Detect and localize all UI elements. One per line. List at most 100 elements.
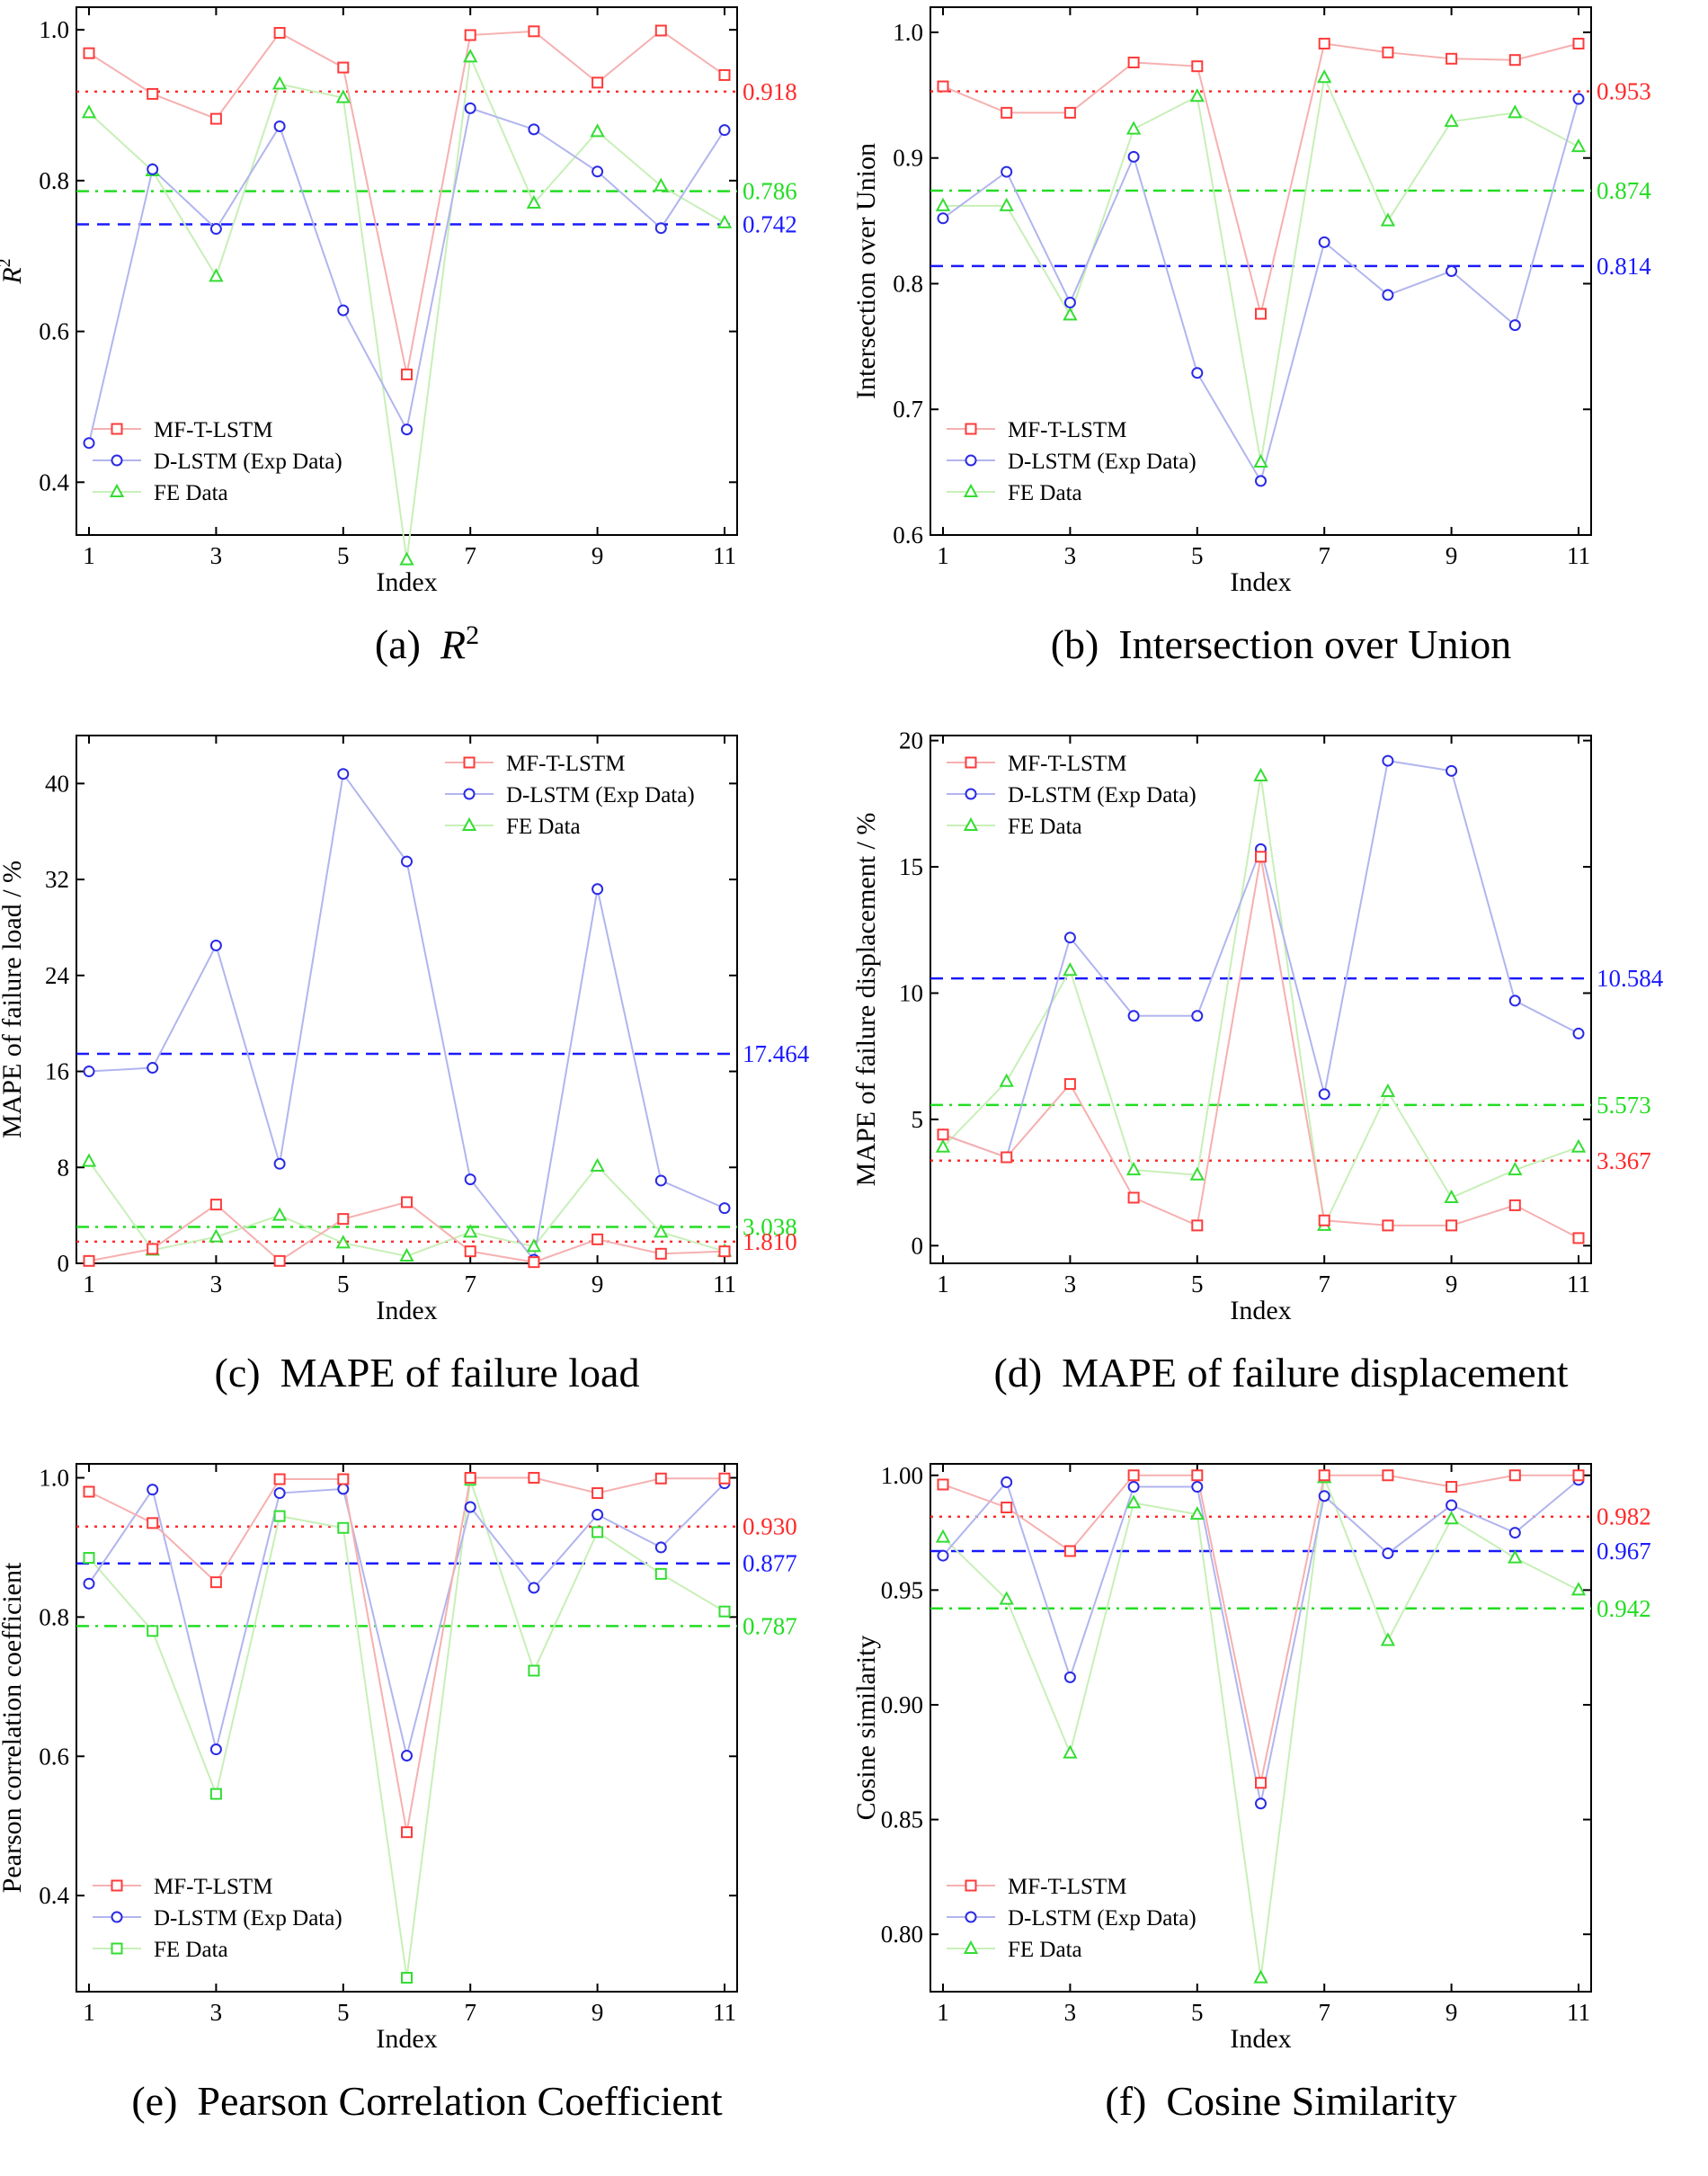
legend-marker-dl bbox=[111, 454, 123, 467]
data-point-mf bbox=[592, 76, 604, 89]
x-tick-label: 7 bbox=[464, 1999, 476, 2026]
data-point-fe bbox=[1444, 1511, 1459, 1525]
data-point-mf bbox=[1508, 1199, 1521, 1211]
data-point-dl bbox=[401, 1749, 413, 1761]
reference-label: 0.942 bbox=[1597, 1595, 1651, 1622]
data-point-mf bbox=[1572, 38, 1585, 50]
data-point-dl bbox=[401, 855, 413, 868]
y-tick-label: 0.8 bbox=[39, 167, 69, 194]
y-axis-label: MAPE of failure displacement / % bbox=[851, 813, 881, 1187]
data-point-fe bbox=[1508, 1549, 1523, 1564]
legend-label-fe: FE Data bbox=[154, 1938, 228, 1962]
data-point-fe bbox=[935, 197, 951, 211]
data-point-fe bbox=[209, 1228, 224, 1243]
y-axis-label: Pearson correlation coefficient bbox=[0, 1562, 27, 1893]
data-point-mf bbox=[654, 1247, 667, 1260]
data-point-dl bbox=[1127, 1010, 1140, 1022]
panel-c: 0 8 16 24 32 40 1 3 5 7 9 11 Index MAPE of failure lo… bbox=[0, 728, 854, 1448]
data-point-dl bbox=[592, 883, 604, 896]
data-point-mf bbox=[1508, 54, 1521, 67]
data-point-mf bbox=[592, 1233, 604, 1245]
reference-label: 0.814 bbox=[1597, 253, 1651, 280]
x-tick-label: 9 bbox=[1446, 1999, 1458, 2026]
data-point-fe bbox=[999, 1591, 1014, 1605]
panel-f: 0.80 0.85 0.90 0.95 1.00 1 3 5 7 9 11 Index Cosine s… bbox=[851, 1457, 1708, 2176]
data-point-fe bbox=[209, 1788, 222, 1800]
legend-label-mf: MF-T-LSTM bbox=[154, 1875, 272, 1899]
data-point-mf bbox=[1572, 1232, 1585, 1244]
data-point-fe bbox=[526, 194, 542, 210]
data-point-mf bbox=[337, 61, 350, 74]
legend-marker-mf bbox=[111, 423, 123, 435]
data-point-mf bbox=[1508, 1469, 1521, 1482]
x-tick-label: 1 bbox=[83, 1271, 95, 1298]
data-point-dl bbox=[1001, 165, 1013, 178]
caption-letter: (c) bbox=[214, 1350, 261, 1396]
data-point-mf bbox=[147, 87, 159, 100]
data-point-mf bbox=[1446, 1219, 1458, 1232]
y-tick-label: 0 bbox=[912, 1232, 924, 1259]
data-point-dl bbox=[337, 768, 350, 780]
x-tick-label: 7 bbox=[464, 542, 476, 569]
chart-a: 0.4 0.6 0.8 1.0 1 3 5 7 9 11 Index R2 0.918 0.786 0.74… bbox=[0, 6, 797, 597]
data-point-mf bbox=[464, 1245, 476, 1258]
data-point-fe bbox=[83, 1552, 95, 1565]
series-line-dl bbox=[88, 771, 725, 1262]
x-tick-label: 11 bbox=[1567, 542, 1590, 569]
reference-label: 0.787 bbox=[743, 1612, 797, 1639]
data-point-fe bbox=[935, 1138, 951, 1153]
data-point-fe bbox=[81, 104, 97, 119]
data-point-mf bbox=[273, 27, 286, 40]
caption-main: R bbox=[440, 621, 467, 668]
data-point-dl bbox=[592, 165, 604, 178]
y-tick-label: 0.7 bbox=[893, 396, 923, 423]
x-tick-label: 3 bbox=[1064, 1271, 1077, 1298]
chart-d: 0 5 10 15 20 1 3 5 7 9 11 Index MAPE of failure disp… bbox=[851, 727, 1664, 1325]
data-point-dl bbox=[937, 212, 949, 225]
x-tick-label: 3 bbox=[210, 542, 223, 569]
data-point-fe bbox=[1444, 113, 1459, 128]
data-point-fe bbox=[1570, 1582, 1587, 1596]
x-tick-label: 5 bbox=[1191, 1999, 1204, 2026]
x-tick-label: 9 bbox=[1446, 542, 1458, 569]
y-tick-label: 0.8 bbox=[39, 1603, 69, 1630]
data-point-mf bbox=[1191, 1219, 1204, 1232]
data-point-fe bbox=[337, 1521, 350, 1534]
data-point-mf bbox=[1446, 52, 1458, 65]
data-point-fe bbox=[1125, 1494, 1142, 1509]
y-tick-label: 0.9 bbox=[893, 145, 923, 172]
legend-label-fe: FE Data bbox=[506, 815, 581, 839]
data-point-fe bbox=[526, 1238, 542, 1253]
legend-marker-dl bbox=[111, 1911, 123, 1923]
data-point-mf bbox=[147, 1517, 159, 1529]
data-point-dl bbox=[1446, 1499, 1458, 1512]
data-point-dl bbox=[1572, 93, 1585, 105]
reference-label: 5.573 bbox=[1597, 1092, 1651, 1119]
data-point-dl bbox=[1191, 367, 1204, 379]
x-tick-label: 11 bbox=[1567, 1999, 1590, 2026]
y-tick-label: 24 bbox=[45, 962, 70, 989]
data-point-fe bbox=[1380, 212, 1396, 227]
data-point-dl bbox=[718, 1202, 731, 1215]
y-axis-label-text: Pearson correlation coefficient bbox=[0, 1562, 27, 1893]
y-axis-label-text: Intersection over Union bbox=[851, 143, 881, 399]
data-point-fe bbox=[463, 1224, 478, 1238]
data-point-dl bbox=[1255, 1797, 1267, 1810]
series-line-fe bbox=[942, 1476, 1579, 1978]
y-tick-label: 20 bbox=[899, 727, 923, 754]
data-point-mf bbox=[464, 29, 476, 41]
legend-label-dl: D-LSTM (Exp Data) bbox=[154, 1906, 342, 1931]
reference-label: 17.464 bbox=[743, 1040, 810, 1067]
caption-main: Intersection over Union bbox=[1118, 621, 1512, 667]
x-tick-label: 3 bbox=[1064, 1999, 1077, 2026]
data-point-dl bbox=[718, 124, 731, 137]
data-point-mf bbox=[1063, 106, 1076, 119]
data-point-dl bbox=[528, 1582, 540, 1594]
caption-main: Cosine Similarity bbox=[1166, 2078, 1457, 2124]
data-point-mf bbox=[401, 1196, 413, 1208]
data-point-dl bbox=[654, 1174, 667, 1187]
chart-c: 0 8 16 24 32 40 1 3 5 7 9 11 Index MAPE of failure lo… bbox=[0, 735, 810, 1325]
x-tick-label: 11 bbox=[1567, 1271, 1590, 1298]
y-axis-label-text: Cosine similarity bbox=[851, 1636, 881, 1821]
data-point-dl bbox=[1318, 1490, 1330, 1503]
